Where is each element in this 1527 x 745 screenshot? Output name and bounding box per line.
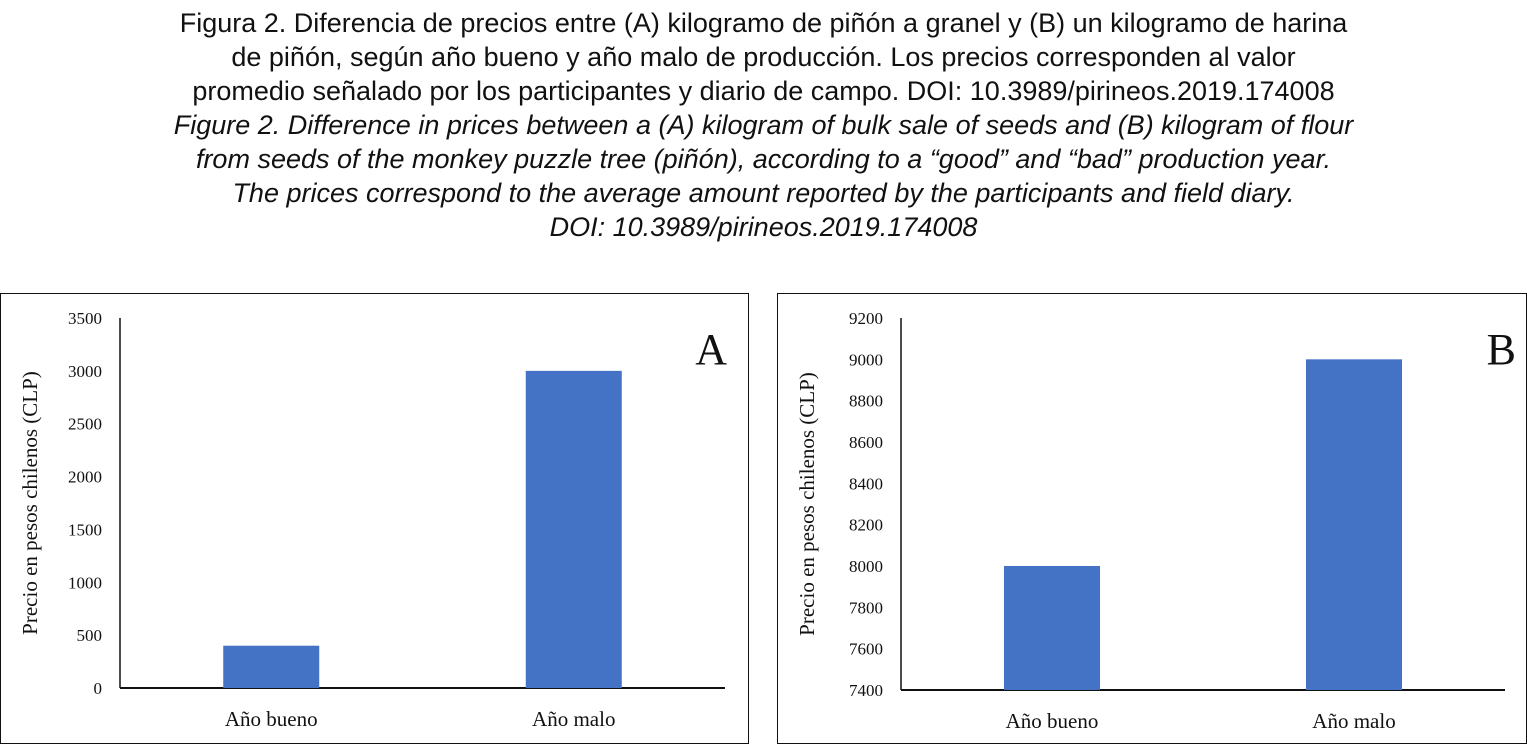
caption-en-line-2: from seeds of the monkey puzzle tree (pi… [195,144,1332,174]
chart-a-y-tick-label: 1500 [68,520,102,539]
chart-a-y-tick-label: 3500 [68,309,102,328]
chart-a-y-tick-label: 2000 [68,468,102,487]
chart-a-category-label: Año bueno [225,707,318,731]
chart-b-bar [1306,359,1402,690]
chart-b-category-label: Año malo [1312,709,1395,733]
chart-panel-b: 7400 7600 7800 8000 8200 8400 8600 8800 9000 9200… [777,293,1527,744]
chart-b-y-tick-label: 7400 [849,681,883,700]
chart-b-y-tick-label: 8800 [849,392,883,411]
figure-caption: Figura 2. Diferencia de precios entre (A… [0,6,1527,244]
chart-a-y-tick-label: 500 [77,626,103,645]
chart-b-panel-letter: B [1487,325,1516,374]
chart-panel-a: 0 500 1000 1500 2000 2500 3000 3500 Año bueno Año… [0,293,749,744]
chart-b-y-tick-label: 8200 [849,516,883,535]
chart-a-y-tick-label: 2500 [68,415,102,434]
chart-b-y-tick-label: 8400 [849,474,883,493]
chart-b-svg: 7400 7600 7800 8000 8200 8400 8600 8800 9000 9200… [795,309,1516,733]
chart-b-y-tick-label: 9000 [849,350,883,369]
chart-a-y-tick-label: 1000 [68,573,102,592]
chart-a-category-label: Año malo [532,707,615,731]
caption-es-line-1: Figura 2. Diferencia de precios entre (A… [179,8,1348,38]
chart-b-y-tick-label: 9200 [849,309,883,328]
caption-es-line-2: de piñón, según año bueno y año malo de … [231,42,1296,72]
caption-en-line-1: Figure 2. Difference in prices between a… [173,110,1354,140]
chart-b-y-axis-title: Precio en pesos chilenos (CLP) [795,372,819,636]
chart-b-y-tick-label: 8000 [849,557,883,576]
chart-b-y-tick-label: 7600 [849,640,883,659]
chart-a-svg: 0 500 1000 1500 2000 2500 3000 3500 Año bueno Año… [18,309,727,731]
caption-en-line-4: DOI: 10.3989/pirineos.2019.174008 [549,212,978,242]
chart-b-y-tick-label: 7800 [849,598,883,617]
chart-b-bar [1004,566,1100,690]
chart-a-bar [525,370,622,688]
chart-a-y-axis-title: Precio en pesos chilenos (CLP) [18,371,42,635]
caption-en-line-3: The prices correspond to the average amo… [232,178,1295,208]
chart-a-bar [223,645,320,688]
chart-b-y-tick-label: 8600 [849,433,883,452]
chart-a-panel-letter: A [695,325,727,374]
chart-a-y-tick-label: 0 [94,679,103,698]
chart-b-category-label: Año bueno [1006,709,1099,733]
chart-a-y-tick-label: 3000 [68,362,102,381]
caption-es-line-3: promedio señalado por los participantes … [192,76,1335,106]
